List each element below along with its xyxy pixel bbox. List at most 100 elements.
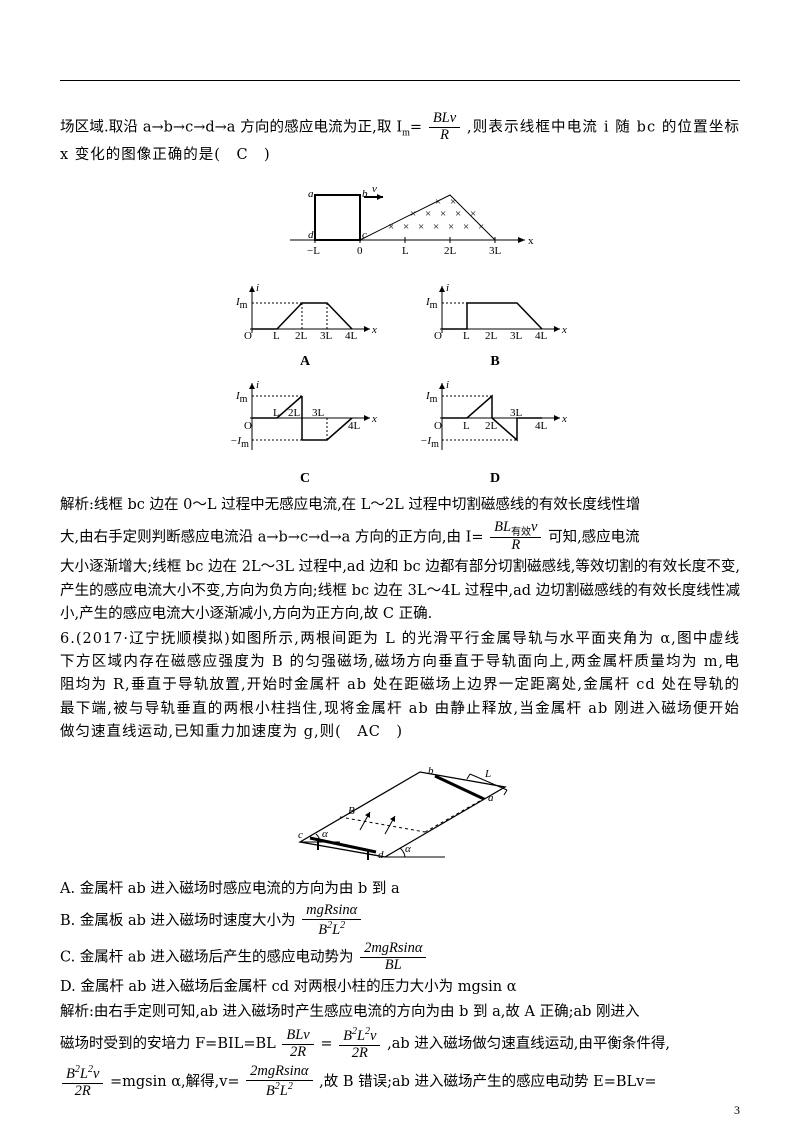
label-B: B xyxy=(420,351,570,373)
svg-text:O: O xyxy=(434,330,442,341)
svg-text:Im: Im xyxy=(235,296,248,311)
paragraph-4: 大小逐渐增大;线框 bc 边在 2L～3L 过程中,ad 边和 bc 边都有部分… xyxy=(60,556,740,626)
option-B-text: B. 金属板 ab 进入磁场时速度大小为 mgRsinα B2L2 xyxy=(60,903,740,939)
paragraph-2: 解析:线框 bc 边在 0～L 过程中无感应电流,在 L～2L 过程中切割磁感线… xyxy=(60,494,740,517)
svg-text:c: c xyxy=(362,229,367,241)
svg-text:3L: 3L xyxy=(320,330,333,341)
option-A-fig: i x Im O L 2L 3L 4L A xyxy=(230,281,380,374)
svg-text:i: i xyxy=(256,282,259,294)
field-dots: × × × × × × × × × × × × × × xyxy=(388,196,484,233)
fraction-BLeff: BL有效v R xyxy=(490,520,541,555)
svg-text:2L: 2L xyxy=(485,330,498,341)
svg-text:α: α xyxy=(405,843,411,855)
fraction-BLv-R: BLv R xyxy=(429,111,460,144)
svg-text:×: × xyxy=(435,196,441,208)
svg-text:d: d xyxy=(378,849,384,861)
svg-text:L: L xyxy=(402,245,409,257)
options-row-2: i x Im −Im O L 2L 3L 4L C xyxy=(60,378,740,491)
svg-text:×: × xyxy=(478,221,484,233)
label-C: C xyxy=(230,468,380,490)
paragraph-6: 解析:由右手定则可知,ab 进入磁场时产生感应电流的方向为由 b 到 a,故 A… xyxy=(60,1001,740,1024)
svg-text:b: b xyxy=(428,765,434,777)
p3-pre: 大,由右手定则判断感应电流沿 a→b→c→d→a 方向的正方向,由 I= xyxy=(60,529,488,545)
p1-mid: = xyxy=(410,119,427,135)
svg-text:L: L xyxy=(484,768,491,780)
svg-text:3L: 3L xyxy=(510,407,523,419)
p1-pre: 场区域.取沿 a→b→c→d→a 方向的感应电流为正,取 I xyxy=(60,119,402,135)
svg-text:i: i xyxy=(256,379,259,391)
svg-text:×: × xyxy=(403,221,409,233)
svg-text:3L: 3L xyxy=(510,330,523,341)
fraction-6: 2mgRsinα B2L2 xyxy=(246,1064,312,1100)
figure-setup: x −L 0 L 2L 3L a b c d v xyxy=(60,175,740,273)
frac2-num: BL有效v xyxy=(490,520,541,539)
svg-text:2L: 2L xyxy=(485,420,498,432)
svg-text:Im: Im xyxy=(235,390,248,405)
option-D-text: D. 金属杆 ab 进入磁场后金属杆 cd 对两根小柱的压力大小为 mgsin … xyxy=(60,976,740,999)
svg-text:i: i xyxy=(446,282,449,294)
fraction-5: B2L2v 2R xyxy=(62,1064,103,1100)
svg-text:−Im: −Im xyxy=(230,435,249,450)
svg-text:4L: 4L xyxy=(345,330,358,341)
svg-text:a: a xyxy=(488,792,494,804)
svg-text:x: x xyxy=(371,413,377,425)
svg-text:×: × xyxy=(470,208,476,220)
svg-text:O: O xyxy=(244,330,252,341)
page-number: 3 xyxy=(734,1103,740,1118)
svg-text:×: × xyxy=(418,221,424,233)
svg-text:×: × xyxy=(433,221,439,233)
svg-text:b: b xyxy=(362,188,368,200)
svg-text:B: B xyxy=(348,805,355,817)
svg-text:Im: Im xyxy=(425,390,438,405)
paragraph-8: B2L2v 2R =mgsin α,解得,v= 2mgRsinα B2L2 ,故… xyxy=(60,1064,740,1100)
svg-text:0: 0 xyxy=(357,245,363,257)
frac1-num: BLv xyxy=(429,111,460,128)
svg-text:x: x xyxy=(561,413,567,425)
svg-text:i: i xyxy=(446,379,449,391)
option-D-fig: i x Im −Im O L 2L 3L 4L D xyxy=(420,378,570,491)
svg-text:×: × xyxy=(448,221,454,233)
svg-text:×: × xyxy=(455,208,461,220)
svg-text:Im: Im xyxy=(425,296,438,311)
svg-text:2L: 2L xyxy=(295,330,308,341)
frac2-den: R xyxy=(490,538,541,554)
option-A-text: A. 金属杆 ab 进入磁场时感应电流的方向为由 b 到 a xyxy=(60,878,740,901)
svg-text:α: α xyxy=(322,828,328,840)
figure-incline: a b d c B L α xyxy=(60,752,740,870)
svg-text:×: × xyxy=(388,221,394,233)
svg-text:2L: 2L xyxy=(288,407,301,419)
svg-text:4L: 4L xyxy=(535,330,548,341)
label-A: A xyxy=(230,351,380,373)
fraction-4: B2L2v 2R xyxy=(339,1026,380,1062)
option-B-fig: i x Im O L 2L 3L 4L B xyxy=(420,281,570,374)
svg-text:L: L xyxy=(273,407,280,419)
svg-text:4L: 4L xyxy=(348,420,361,432)
frac1-den: R xyxy=(429,128,460,144)
p3-post: 可知,感应电流 xyxy=(548,529,640,545)
options-row-1: i x Im O L 2L 3L 4L A i xyxy=(60,281,740,374)
svg-text:−Im: −Im xyxy=(420,435,439,450)
fraction-optC: 2mgRsinα BL xyxy=(360,941,426,974)
svg-text:v: v xyxy=(372,183,377,195)
paragraph-3: 大,由右手定则判断感应电流沿 a→b→c→d→a 方向的正方向,由 I= BL有… xyxy=(60,520,740,555)
paragraph-7: 磁场时受到的安培力 F=BIL=BL BLv 2R = B2L2v 2R ,ab… xyxy=(60,1026,740,1062)
p1-sub: m xyxy=(402,127,410,138)
svg-text:×: × xyxy=(463,221,469,233)
label-D: D xyxy=(420,468,570,490)
paragraph-1: 场区域.取沿 a→b→c→d→a 方向的感应电流为正,取 Im= BLv R ,… xyxy=(60,111,740,167)
xlabel: x xyxy=(528,235,534,247)
svg-text:L: L xyxy=(463,330,470,341)
paragraph-5: 6.(2017·辽宁抚顺模拟)如图所示,两根间距为 L 的光滑平行金属导轨与水平… xyxy=(60,628,740,744)
setup-svg: x −L 0 L 2L 3L a b c d v xyxy=(260,175,540,265)
fraction-3: BLv 2R xyxy=(282,1028,313,1061)
svg-text:×: × xyxy=(410,208,416,220)
option-C-text: C. 金属杆 ab 进入磁场后产生的感应电动势为 2mgRsinα BL xyxy=(60,941,740,974)
svg-text:c: c xyxy=(298,829,303,841)
svg-text:×: × xyxy=(425,208,431,220)
svg-text:−L: −L xyxy=(307,245,320,257)
svg-text:L: L xyxy=(273,330,280,341)
svg-text:x: x xyxy=(561,324,567,336)
svg-text:×: × xyxy=(450,196,456,208)
svg-text:x: x xyxy=(371,324,377,336)
fraction-optB: mgRsinα B2L2 xyxy=(302,903,361,939)
